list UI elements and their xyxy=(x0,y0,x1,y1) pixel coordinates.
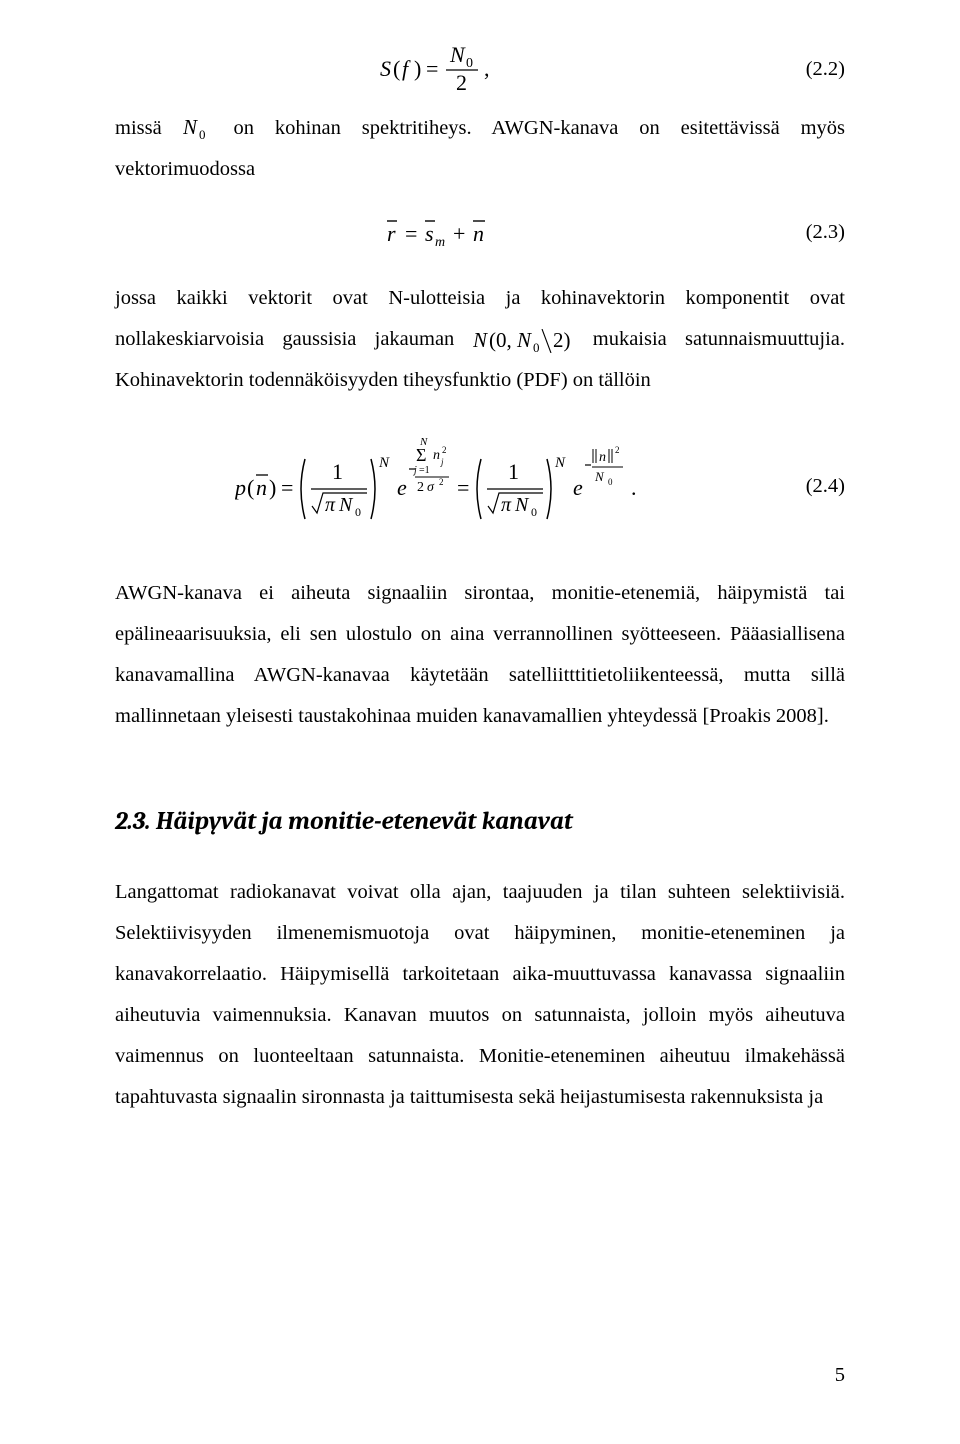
equation-2-4-formula: p ( n ) = 1 π N 0 xyxy=(115,431,785,541)
svg-text:=: = xyxy=(457,475,469,500)
svg-text:=: = xyxy=(405,221,417,246)
equation-2-3: r = s m + n (2.3) xyxy=(115,212,845,253)
svg-text:2: 2 xyxy=(442,445,447,455)
svg-text:f: f xyxy=(402,56,411,81)
paragraph-1-text-a: missä xyxy=(115,117,183,139)
equation-2-2-number: (2.2) xyxy=(785,49,845,90)
svg-text:e: e xyxy=(573,475,583,500)
svg-text:0: 0 xyxy=(608,477,613,487)
svg-text:N: N xyxy=(516,329,532,352)
equation-2-3-number: (2.3) xyxy=(785,212,845,253)
svg-text:(0,: (0, xyxy=(489,329,512,352)
svg-text:(: ( xyxy=(393,56,400,81)
inline-N0half: N(0,N02) xyxy=(473,329,575,353)
svg-text:2: 2 xyxy=(456,70,467,95)
equation-2-2-formula: S ( f ) = N 0 2 , xyxy=(115,40,785,98)
paragraph-4: Langattomat radiokanavat voivat olla aja… xyxy=(115,872,845,1118)
svg-text:n: n xyxy=(599,450,606,465)
svg-text:π: π xyxy=(501,494,512,516)
svg-text:N: N xyxy=(473,329,488,352)
svg-text:σ: σ xyxy=(427,480,435,495)
svg-text:=1: =1 xyxy=(419,465,430,476)
svg-text:.: . xyxy=(631,475,637,500)
svg-text:2): 2) xyxy=(553,329,571,352)
paragraph-3: AWGN-kanava ei aiheuta signaaliin siront… xyxy=(115,573,845,737)
svg-text:Σ: Σ xyxy=(416,445,426,465)
svg-text:0: 0 xyxy=(355,505,361,519)
svg-text:): ) xyxy=(269,475,276,500)
paragraph-2: jossa kaikki vektorit ovat N-ulotteisia … xyxy=(115,278,845,401)
svg-text:r: r xyxy=(387,221,396,246)
svg-text:π: π xyxy=(325,494,336,516)
svg-text:N: N xyxy=(554,455,566,471)
equation-2-4: p ( n ) = 1 π N 0 xyxy=(115,431,845,541)
svg-text:j: j xyxy=(440,457,444,467)
svg-text:N: N xyxy=(514,494,530,516)
svg-text:0: 0 xyxy=(199,127,206,140)
svg-text:2: 2 xyxy=(615,445,620,455)
svg-text:N: N xyxy=(594,469,605,484)
svg-text:n: n xyxy=(256,475,267,500)
svg-text:N: N xyxy=(183,118,198,139)
svg-text:): ) xyxy=(414,56,421,81)
svg-text:0: 0 xyxy=(533,340,540,353)
paragraph-1: missä N0 on kohinan spektritiheys. AWGN-… xyxy=(115,108,845,190)
svg-text:=: = xyxy=(426,56,438,81)
svg-text:=: = xyxy=(281,475,293,500)
svg-text:1: 1 xyxy=(508,459,519,484)
svg-text:n: n xyxy=(473,221,484,246)
svg-text:N: N xyxy=(378,455,390,471)
svg-text:N: N xyxy=(338,494,354,516)
svg-text:(: ( xyxy=(247,475,254,500)
svg-text:0: 0 xyxy=(531,505,537,519)
section-2-3-heading: 2.3. Häipyvät ja monitie-etenevät kanava… xyxy=(115,807,845,837)
svg-text:,: , xyxy=(484,56,490,81)
svg-text:m: m xyxy=(435,235,445,250)
svg-text:+: + xyxy=(453,221,465,246)
svg-text:n: n xyxy=(433,448,440,463)
svg-text:N: N xyxy=(449,42,466,67)
svg-text:2: 2 xyxy=(417,480,424,495)
page-number: 5 xyxy=(835,1355,845,1396)
svg-text:2: 2 xyxy=(439,477,444,487)
svg-text:p: p xyxy=(235,475,246,500)
inline-N0: N0 xyxy=(183,118,213,140)
paragraph-1-text-b: on kohinan spektritiheys. AWGN-kanava on… xyxy=(115,117,845,180)
svg-text:0: 0 xyxy=(466,56,473,71)
svg-text:1: 1 xyxy=(332,459,343,484)
equation-2-4-number: (2.4) xyxy=(785,466,845,507)
svg-text:e: e xyxy=(397,475,407,500)
svg-text:s: s xyxy=(425,221,434,246)
equation-2-2: S ( f ) = N 0 2 , (2.2) xyxy=(115,40,845,98)
page: S ( f ) = N 0 2 , (2.2) missä N0 on kohi… xyxy=(0,0,960,1444)
equation-2-3-formula: r = s m + n xyxy=(115,212,785,253)
svg-text:j: j xyxy=(412,465,417,476)
svg-text:S: S xyxy=(380,56,391,81)
